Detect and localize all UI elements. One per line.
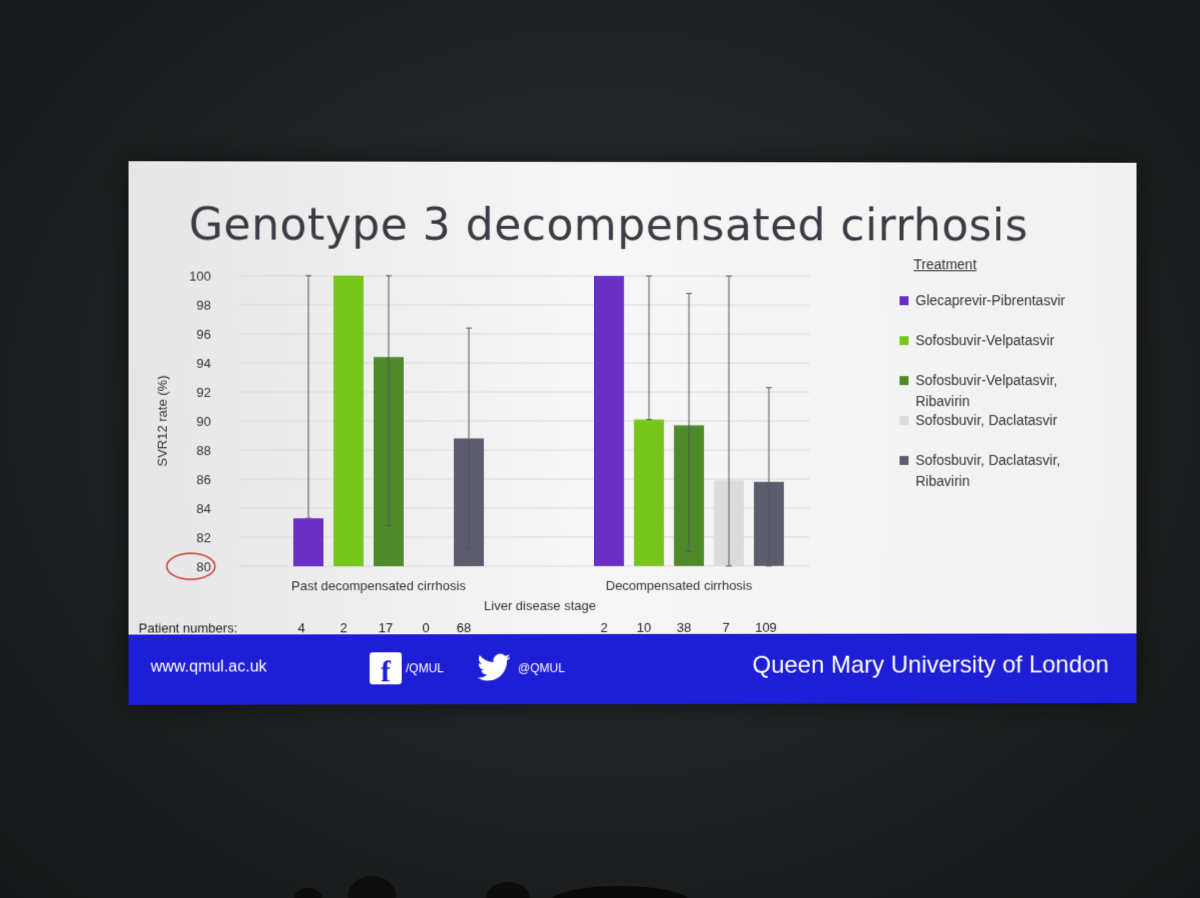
category-label: Past decompensated cirrhosis xyxy=(291,578,466,593)
university-name: Queen Mary University of London xyxy=(752,651,1108,679)
bar xyxy=(333,276,363,567)
y-tick-label: 86 xyxy=(196,472,211,487)
twitter-icon[interactable] xyxy=(474,650,514,686)
y-axis-label: SVR12 rate (%) xyxy=(155,375,170,466)
legend-swatch xyxy=(900,296,909,305)
presentation-slide: Genotype 3 decompensated cirrhosis 80 82 8… xyxy=(129,161,1137,705)
footer-url[interactable]: www.qmul.ac.uk xyxy=(151,658,267,676)
bar xyxy=(634,420,664,566)
legend-swatch xyxy=(900,416,909,425)
patient-number: 2 xyxy=(600,620,607,635)
patient-number: 17 xyxy=(378,620,393,635)
patient-number: 0 xyxy=(422,620,429,635)
gridline xyxy=(239,276,810,277)
legend-label: Sofosbuvir-Velpatasvir, Ribavirin xyxy=(916,370,1115,412)
legend-label: Sofosbuvir, Daclatasvir, Ribavirin xyxy=(916,450,1115,492)
audience-silhouettes xyxy=(0,858,1200,898)
y-tick-label: 90 xyxy=(196,414,211,429)
bar xyxy=(594,276,624,566)
y-tick-label: 100 xyxy=(189,269,211,284)
y-tick-label: 88 xyxy=(196,443,211,458)
facebook-handle[interactable]: /QMUL xyxy=(406,661,444,675)
patient-number: 109 xyxy=(755,620,777,635)
legend-swatch xyxy=(900,336,909,345)
patient-number: 38 xyxy=(677,620,691,635)
legend-title: Treatment xyxy=(914,256,977,272)
patient-number: 7 xyxy=(722,620,729,635)
patient-number: 10 xyxy=(637,620,651,635)
y-tick-label: 82 xyxy=(196,530,211,545)
y-tick-label: 92 xyxy=(196,385,211,400)
legend-swatch xyxy=(900,456,909,465)
legend-swatch xyxy=(900,376,909,385)
patient-number: 2 xyxy=(340,620,347,635)
bar xyxy=(293,518,323,566)
y-tick-label: 94 xyxy=(196,356,211,371)
facebook-icon[interactable]: f xyxy=(370,652,402,684)
legend-label: Sofosbuvir-Velpatasvir xyxy=(916,330,1115,351)
category-label: Decompensated cirrhosis xyxy=(606,578,753,593)
legend-label: Glecaprevir-Pibrentasvir xyxy=(916,290,1115,311)
x-axis-label: Liver disease stage xyxy=(484,598,596,613)
patient-number: 68 xyxy=(457,620,471,635)
slide-footer: www.qmul.ac.uk f /QMUL @QMUL Queen Mary … xyxy=(129,633,1137,704)
legend-label: Sofosbuvir, Daclatasvir xyxy=(916,410,1115,431)
y-tick-label: 98 xyxy=(196,298,211,313)
patient-number: 4 xyxy=(298,620,305,635)
y-tick-label: 84 xyxy=(196,501,211,516)
y-tick-label: 96 xyxy=(196,327,211,342)
patient-numbers-label: Patient numbers: xyxy=(139,620,238,635)
twitter-handle[interactable]: @QMUL xyxy=(518,661,565,675)
y-tick-label: 80 xyxy=(196,559,211,574)
